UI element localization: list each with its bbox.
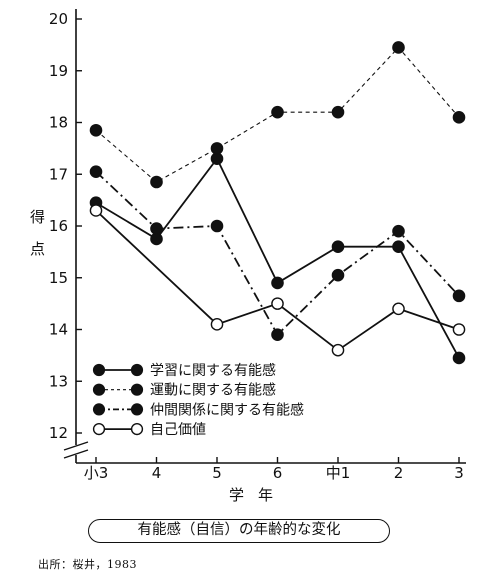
series-3-point <box>452 289 466 303</box>
y-tick-label: 20 <box>49 10 68 28</box>
series-2-point <box>210 142 224 155</box>
legend-marker <box>92 403 106 416</box>
x-tick-label: 5 <box>212 464 222 482</box>
series-1-point <box>271 276 284 290</box>
legend-marker <box>92 363 106 377</box>
y-tick-label: 14 <box>49 321 68 339</box>
legend-label-4: 自己価値 <box>150 422 206 438</box>
series-1-point <box>452 351 466 365</box>
series-4-point <box>210 318 224 331</box>
legend-label-3: 仲間関係に関する有能感 <box>150 401 304 418</box>
x-axis-label: 学年 <box>229 486 287 504</box>
series-1-point <box>331 240 345 253</box>
series-3-point <box>271 328 284 341</box>
y-axis-label-2: 点 <box>30 240 45 258</box>
y-tick-label: 12 <box>49 424 68 442</box>
series-3-point <box>210 219 224 233</box>
series-4-point <box>331 343 345 357</box>
series-4-point <box>452 323 466 336</box>
chart: 12 13 14 15 16 17 18 19 20 小3 4 5 6 中1 2 3 学習に関する有能感運動に… <box>30 9 466 504</box>
series-3-point <box>150 222 163 235</box>
series-2-point <box>89 123 103 137</box>
series-3-point <box>392 224 405 238</box>
series-1-point <box>210 152 224 166</box>
x-tick-label: 小3 <box>84 464 109 482</box>
legend-label-2: 運動に関する有能感 <box>150 382 276 399</box>
legend-marker <box>92 423 106 436</box>
legend-marker <box>130 383 144 396</box>
tick-labels: 12 13 14 15 16 17 18 19 20 小3 4 5 6 中1 2 3 <box>49 10 464 482</box>
legend-marker <box>92 383 106 396</box>
source-note: 出所：桜井，1983 <box>38 558 137 571</box>
legend-marker <box>130 423 144 436</box>
series-3-point <box>331 268 345 282</box>
y-axis-label: 得 <box>30 208 45 226</box>
legend-marker <box>130 403 144 416</box>
y-tick-label: 15 <box>49 269 68 287</box>
series-4-point <box>392 302 405 316</box>
series-1-point <box>150 232 163 246</box>
figure-caption: 有能感（自信）の年齢的な変化 <box>88 519 390 543</box>
series-4-point <box>271 297 284 310</box>
series-2-point <box>331 105 345 119</box>
y-tick-label: 17 <box>49 165 68 183</box>
series-2-point <box>150 175 163 189</box>
series-3-point <box>89 165 103 178</box>
series-4-point <box>89 204 103 217</box>
series-1-point <box>392 240 405 253</box>
legend-label-1: 学習に関する有能感 <box>150 362 276 379</box>
y-tick-label: 18 <box>49 114 68 132</box>
series-markers <box>89 41 466 365</box>
axis-break-mark <box>63 441 89 451</box>
series-line-1 <box>95 157 460 359</box>
x-tick-label: 4 <box>152 464 162 482</box>
axis-break-mark-2 <box>63 449 89 459</box>
y-tick-label: 13 <box>49 372 68 390</box>
series-2-point <box>271 105 284 119</box>
caption-text: 有能感（自信）の年齢的な変化 <box>137 522 341 538</box>
x-tick-label: 中1 <box>326 464 351 482</box>
x-tick-label: 3 <box>454 464 464 482</box>
x-tick-label: 6 <box>273 464 283 482</box>
series-2-point <box>392 41 405 54</box>
y-tick-label: 19 <box>49 62 68 80</box>
legend-marker <box>130 363 144 377</box>
axes <box>63 9 466 464</box>
series-lines <box>95 46 460 359</box>
y-tick-label: 16 <box>49 217 68 235</box>
x-tick-label: 2 <box>394 464 404 482</box>
series-line-4 <box>95 209 460 352</box>
series-2-point <box>452 111 466 124</box>
